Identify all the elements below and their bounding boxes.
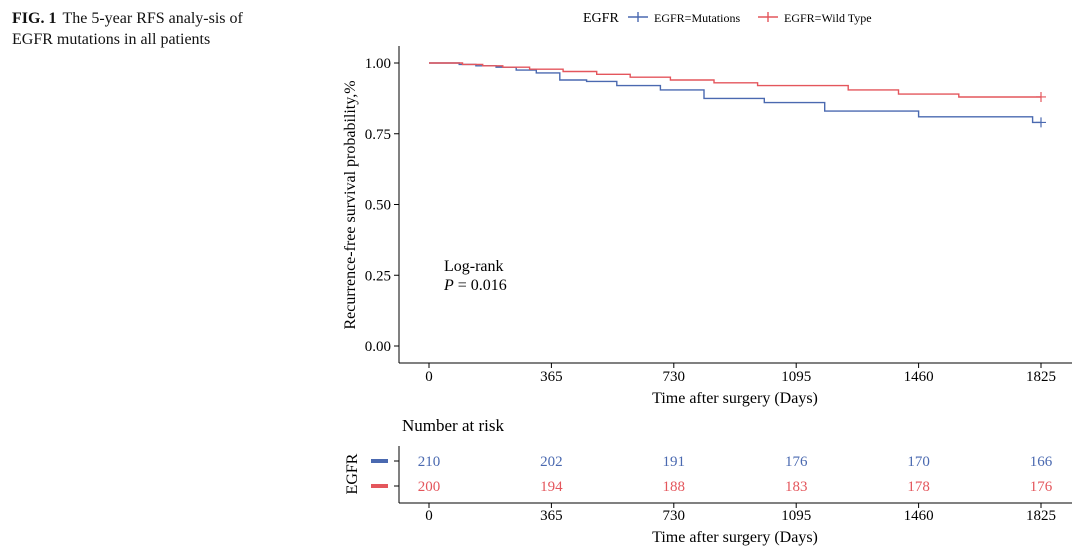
risk-x-axis-label: Time after surgery (Days): [652, 529, 818, 546]
x-tick-label: 1825: [1026, 369, 1056, 385]
x-tick-label: 730: [663, 369, 686, 385]
censor-mark: [1036, 117, 1046, 128]
x-tick-label: 1460: [904, 369, 934, 385]
legend-key-mutations: [628, 12, 648, 22]
risk-count: 176: [785, 454, 808, 470]
p-value-text: P = 0.016: [443, 277, 507, 294]
risk-count: 194: [540, 479, 563, 495]
x-tick-label: 1095: [781, 369, 811, 385]
x-axis-label: Time after surgery (Days): [652, 390, 818, 407]
risk-table: Number at risk EGFR 210 202 191 176 170 166 200 1…: [344, 416, 1072, 546]
risk-x-tick-label: 365: [540, 508, 563, 524]
y-tick-label: 0.00: [365, 339, 391, 355]
legend-entry: EGFR=Wild Type: [784, 11, 872, 25]
risk-count: 176: [1030, 479, 1053, 495]
legend-key-wild-type: [758, 12, 778, 22]
risk-count: 191: [663, 454, 686, 470]
risk-x-tick-label: 1095: [781, 508, 811, 524]
y-tick-label: 0.25: [365, 268, 391, 284]
censor-mark: [1036, 91, 1046, 102]
legend-title: EGFR: [583, 11, 619, 26]
y-axis-label: Recurrence-free survival probability,%: [342, 80, 359, 329]
risk-x-tick-label: 0: [425, 508, 433, 524]
y-tick-label: 0.50: [365, 198, 391, 214]
x-tick-label: 365: [540, 369, 563, 385]
risk-x-tick-label: 1460: [904, 508, 934, 524]
risk-x-tick-label: 730: [663, 508, 686, 524]
km-plot: 0.00 0.25 0.50 0.75 1.00 0 365 730 1095 1460 1825 T…: [342, 46, 1072, 407]
risk-count: 210: [418, 454, 441, 470]
legend-entry: EGFR=Mutations: [654, 11, 740, 25]
legend: EGFR EGFR=Mutations EGFR=Wild Type: [583, 11, 872, 26]
y-tick-label: 0.75: [365, 127, 391, 143]
caption-text: The 5-year RFS analy-sis of EGFR mutatio…: [12, 10, 243, 48]
figure-label: FIG. 1: [12, 10, 57, 27]
survival-curve-wild-type: [429, 62, 1041, 98]
risk-table-title: Number at risk: [402, 416, 504, 435]
risk-count: 188: [663, 479, 686, 495]
p-symbol: P: [443, 277, 454, 294]
figure-caption: FIG. 1 The 5-year RFS analy-sis of EGFR m…: [12, 8, 262, 50]
risk-count: 166: [1030, 454, 1053, 470]
risk-count: 200: [418, 479, 441, 495]
risk-count: 170: [907, 454, 930, 470]
risk-count: 183: [785, 479, 808, 495]
x-tick-label: 0: [425, 369, 433, 385]
risk-count: 178: [907, 479, 930, 495]
y-tick-label: 1.00: [365, 56, 391, 72]
log-rank-label: Log-rank: [444, 258, 504, 275]
risk-count: 202: [540, 454, 563, 470]
risk-x-tick-label: 1825: [1026, 508, 1056, 524]
risk-y-label: EGFR: [344, 453, 361, 494]
p-value: = 0.016: [454, 277, 507, 294]
survival-curve-mutations: [429, 62, 1041, 124]
